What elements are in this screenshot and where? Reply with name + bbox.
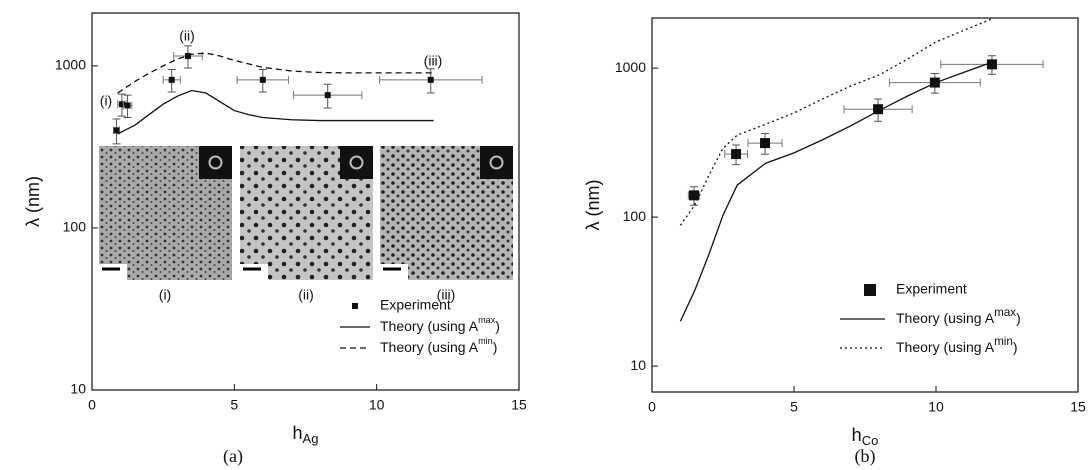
x-tick-label: 5 — [230, 397, 238, 413]
legend-marker — [352, 303, 358, 309]
scale-bar-bg — [380, 264, 408, 280]
fft-thumbnail — [340, 146, 373, 179]
y-tick-label: 100 — [623, 208, 647, 224]
legend-label-sup: max — [478, 315, 496, 325]
x-axis-label-sub: Co — [862, 433, 879, 448]
annotation: (iii) — [424, 53, 443, 69]
data-point — [118, 101, 125, 108]
theory-line — [679, 17, 994, 226]
x-tick-label: 5 — [790, 399, 798, 415]
panel-label: (a) — [223, 446, 243, 467]
legend-label-main: Theory (using A — [380, 318, 479, 334]
legend-label: Experiment — [380, 297, 451, 313]
data-point — [259, 76, 266, 83]
legend-label-main: Theory (using A — [896, 339, 995, 355]
plot-frame — [91, 12, 520, 391]
data-point — [184, 53, 191, 60]
scale-bar-bg — [240, 264, 268, 280]
y-tick-label: 10 — [70, 381, 86, 397]
legend-label-end: ) — [493, 339, 498, 355]
theory-line — [117, 89, 434, 135]
legend-label: Experiment — [896, 281, 967, 297]
legend-label-sup: max — [994, 306, 1016, 319]
data-point — [760, 138, 771, 149]
legend-marker — [864, 284, 876, 296]
x-tick-label: 10 — [928, 399, 944, 415]
data-point — [124, 102, 131, 109]
theory-line — [117, 52, 434, 94]
data-point — [168, 76, 175, 83]
x-axis-label: hAg — [293, 423, 319, 447]
data-point — [731, 149, 742, 160]
data-point — [324, 92, 331, 99]
y-axis-label: λ (nm) — [23, 176, 43, 227]
inset-label: (iii) — [437, 287, 456, 303]
fft-ring — [208, 155, 223, 170]
legend-label: Theory (using Amax) — [896, 306, 1021, 326]
annotation: (i) — [100, 93, 112, 109]
theory-line — [679, 61, 994, 322]
legend-label-sup: min — [994, 335, 1013, 348]
legend-label: Theory (using Amax) — [380, 315, 500, 333]
data-point — [689, 190, 700, 201]
legend-label-end: ) — [1013, 339, 1018, 355]
legend-label: Theory (using Amin) — [380, 336, 497, 354]
inset-label: (ii) — [298, 287, 314, 303]
plot-frame — [651, 17, 1079, 393]
scale-bar-bg — [99, 264, 127, 280]
panel-label: (b) — [855, 446, 876, 467]
y-tick-label: 1000 — [615, 59, 646, 75]
x-tick-label: 0 — [88, 397, 96, 413]
fft-thumbnail — [199, 146, 232, 179]
x-axis-label-sub: Ag — [303, 431, 319, 446]
inset-label: (i) — [159, 287, 171, 303]
y-axis-label: λ (nm) — [583, 180, 603, 231]
x-axis-label: hCo — [852, 425, 879, 449]
x-tick-label: 15 — [511, 397, 527, 413]
x-tick-label: 15 — [1070, 399, 1086, 415]
y-tick-label: 100 — [63, 219, 87, 235]
y-tick-label: 1000 — [55, 57, 86, 73]
legend-label-main: Theory (using A — [896, 310, 995, 326]
x-tick-label: 0 — [648, 399, 656, 415]
x-axis-label-main: h — [852, 425, 862, 445]
fft-ring — [349, 155, 364, 170]
legend-label-end: ) — [1016, 310, 1021, 326]
data-point — [986, 59, 997, 70]
legend-label-end: ) — [495, 318, 500, 334]
data-point — [427, 76, 434, 83]
legend-label-main: Theory (using A — [380, 339, 479, 355]
y-tick-label: 10 — [630, 357, 646, 373]
data-point — [873, 104, 884, 115]
annotation: (ii) — [179, 28, 195, 44]
x-axis-label-main: h — [293, 423, 303, 443]
fft-ring — [489, 155, 504, 170]
fft-thumbnail — [480, 146, 513, 179]
legend-label-sup: min — [478, 336, 493, 346]
data-point — [113, 127, 120, 134]
legend-label: Theory (using Amin) — [896, 335, 1018, 355]
x-tick-label: 10 — [369, 397, 385, 413]
